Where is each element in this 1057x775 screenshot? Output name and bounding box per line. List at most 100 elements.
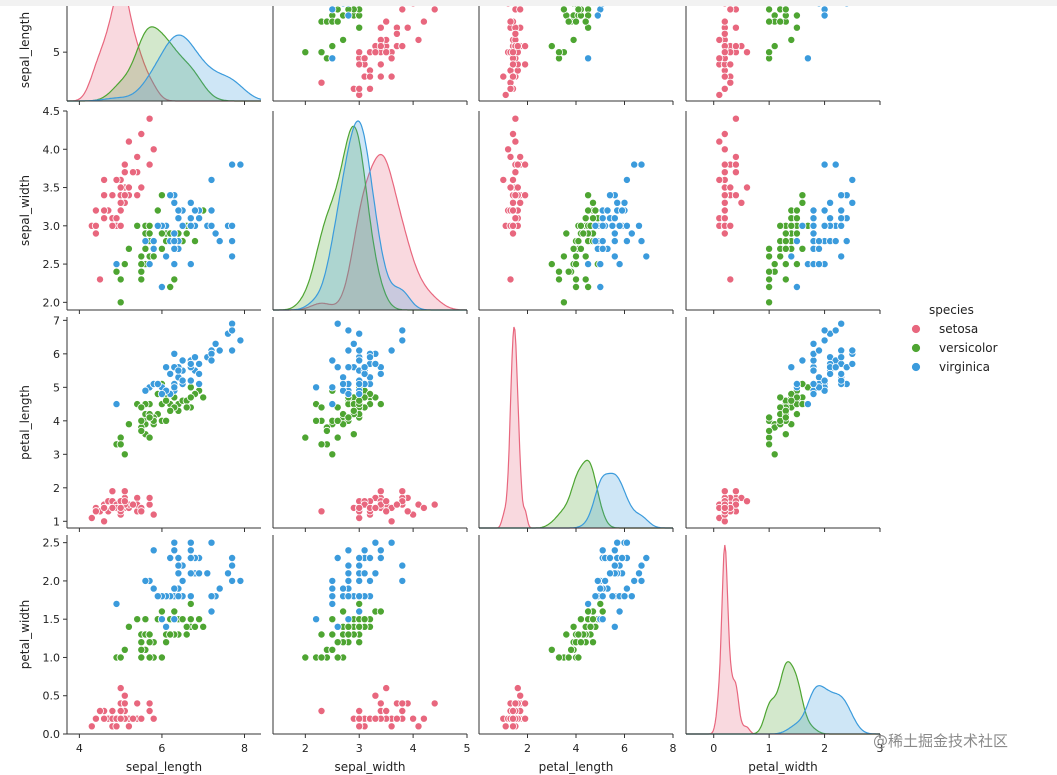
point-versicolor-37 xyxy=(170,275,179,284)
point-versicolor-6 xyxy=(589,198,598,207)
point-virginica-31 xyxy=(820,336,829,345)
point-virginica-6 xyxy=(803,400,812,409)
point-versicolor-49 xyxy=(574,630,583,639)
point-virginica-35 xyxy=(228,221,237,230)
point-virginica-35 xyxy=(622,221,631,230)
point-setosa-18 xyxy=(145,160,154,169)
point-setosa-47 xyxy=(720,206,729,215)
point-versicolor-23 xyxy=(162,638,171,647)
point-versicolor-43 xyxy=(116,653,125,662)
point-setosa-38 xyxy=(355,84,364,93)
point-versicolor-21 xyxy=(162,416,171,425)
y-tick-label: 5 xyxy=(53,46,60,59)
point-virginica-8 xyxy=(328,592,337,601)
point-virginica-19 xyxy=(312,383,321,392)
point-virginica-9 xyxy=(848,346,857,355)
point-virginica-33 xyxy=(792,379,801,388)
y-tick-label: 4 xyxy=(53,415,60,428)
point-versicolor-36 xyxy=(186,615,195,624)
point-setosa-24 xyxy=(108,191,117,200)
point-versicolor-42 xyxy=(149,252,158,261)
point-versicolor-44 xyxy=(141,244,150,253)
point-versicolor-15 xyxy=(581,214,590,223)
point-versicolor-9 xyxy=(124,244,133,253)
point-versicolor-0 xyxy=(199,393,208,402)
point-virginica-1 xyxy=(340,6,347,8)
point-virginica-34 xyxy=(162,252,171,261)
point-setosa-41 xyxy=(317,507,326,516)
point-virginica-29 xyxy=(207,607,216,616)
point-versicolor-30 xyxy=(567,645,576,654)
point-setosa-22 xyxy=(100,175,109,184)
y-tick-label: 2.0 xyxy=(43,296,61,309)
point-setosa-46 xyxy=(513,160,522,169)
point-setosa-49 xyxy=(720,503,729,512)
point-virginica-39 xyxy=(360,369,369,378)
point-setosa-47 xyxy=(100,714,109,723)
panel-petal_length-vs-petal_length xyxy=(479,326,673,529)
x-tick-label: 6 xyxy=(158,742,165,755)
point-setosa-14 xyxy=(149,145,158,154)
point-virginica-44 xyxy=(613,538,622,547)
point-virginica-35 xyxy=(355,346,364,355)
point-virginica-49 xyxy=(356,0,363,1)
point-setosa-49 xyxy=(116,503,125,512)
point-virginica-7 xyxy=(349,339,358,348)
point-setosa-39 xyxy=(511,191,520,200)
point-virginica-44 xyxy=(186,359,195,368)
panel-sepal_width-vs-petal_length xyxy=(499,114,651,307)
point-versicolor-27 xyxy=(596,599,605,608)
point-setosa-23 xyxy=(516,198,525,207)
point-virginica-9 xyxy=(387,346,396,355)
point-versicolor-9 xyxy=(124,622,133,631)
point-setosa-22 xyxy=(499,175,508,184)
point-versicolor-41 xyxy=(355,622,364,631)
point-setosa-42 xyxy=(365,84,374,93)
point-versicolor-26 xyxy=(190,622,199,631)
point-setosa-13 xyxy=(87,514,96,523)
point-versicolor-42 xyxy=(776,252,785,261)
point-virginica-46 xyxy=(328,383,337,392)
point-virginica-19 xyxy=(312,615,321,624)
point-versicolor-7 xyxy=(112,267,121,276)
point-virginica-45 xyxy=(837,221,846,230)
point-setosa-18 xyxy=(516,6,525,14)
point-virginica-26 xyxy=(344,592,353,601)
point-setosa-16 xyxy=(403,507,412,516)
point-setosa-48 xyxy=(720,168,729,177)
point-setosa-34 xyxy=(360,54,369,63)
point-versicolor-32 xyxy=(570,6,577,8)
point-versicolor-47 xyxy=(166,406,175,415)
point-virginica-14 xyxy=(598,546,607,555)
point-setosa-42 xyxy=(91,507,100,516)
point-versicolor-3 xyxy=(572,275,581,284)
point-setosa-23 xyxy=(371,691,380,700)
y-tick-label: 5 xyxy=(53,381,60,394)
point-versicolor-43 xyxy=(116,440,125,449)
point-setosa-8 xyxy=(91,229,100,238)
point-virginica-42 xyxy=(816,6,822,8)
point-virginica-33 xyxy=(792,237,801,246)
point-versicolor-39 xyxy=(572,17,581,26)
kde-fill-virginica-sepal_width xyxy=(273,121,467,310)
legend-label-versicolor: versicolor xyxy=(939,341,998,355)
point-virginica-18 xyxy=(837,319,846,328)
point-versicolor-18 xyxy=(584,282,593,291)
panel-petal_length-vs-sepal_length xyxy=(87,319,245,526)
point-setosa-41 xyxy=(96,707,105,716)
point-setosa-24 xyxy=(521,60,530,69)
point-virginica-38 xyxy=(157,389,166,398)
legend-marker-versicolor xyxy=(911,343,921,353)
point-virginica-17 xyxy=(637,160,646,169)
point-versicolor-11 xyxy=(576,615,585,624)
point-setosa-22 xyxy=(499,72,508,81)
point-versicolor-20 xyxy=(153,206,162,215)
point-versicolor-17 xyxy=(765,244,774,253)
point-virginica-35 xyxy=(228,346,237,355)
point-versicolor-10 xyxy=(301,48,310,57)
point-virginica-13 xyxy=(328,576,337,585)
panel-petal_width-vs-petal_width xyxy=(686,544,880,735)
x-tick-label: 4 xyxy=(410,742,417,755)
point-setosa-34 xyxy=(112,214,121,223)
kde-fill-setosa-petal_length xyxy=(479,327,673,528)
